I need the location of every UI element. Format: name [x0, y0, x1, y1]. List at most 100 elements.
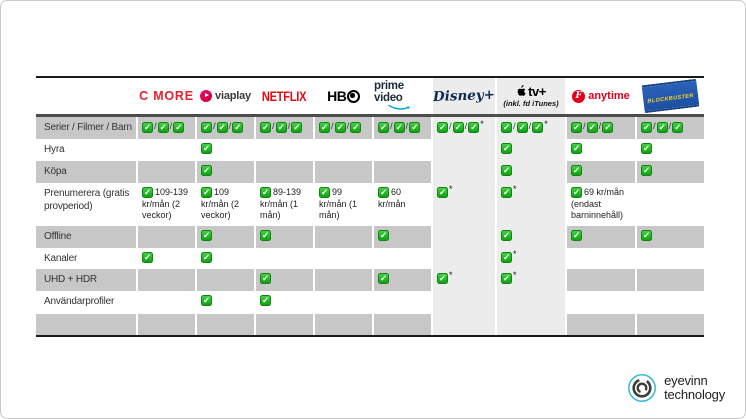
check-icon: ✓	[672, 121, 684, 133]
feature-cell: ✓ 60 kr/mån	[374, 183, 431, 226]
cell-text: 60 kr/mån	[378, 187, 406, 209]
feature-cell	[256, 314, 313, 335]
slash-separator: /	[213, 121, 216, 132]
feature-cell: ✓	[197, 226, 254, 248]
check-icon: ✓	[571, 230, 582, 242]
eyevinn-circle-icon	[628, 374, 657, 402]
check-icon: ✓	[216, 121, 228, 133]
check-icon: ✓	[409, 121, 421, 133]
hbo-logo-text: HB	[327, 88, 347, 104]
feature-cell	[315, 291, 372, 314]
feature-cell: ✓	[374, 269, 431, 291]
feature-cell: ✓	[567, 139, 635, 161]
feature-cell: ✓ / ✓ / ✓	[374, 117, 431, 139]
feature-cell: ✓	[637, 226, 704, 248]
feature-cell: ✓ *	[497, 248, 565, 269]
cell-text: 109 kr/mån (2 veckor)	[201, 187, 240, 221]
feature-cell	[374, 314, 431, 335]
check-icon: ✓	[319, 121, 330, 133]
sf-anytime-icon: F	[572, 89, 586, 103]
check-icon: ✓	[468, 121, 480, 133]
check-icon: ✓	[334, 121, 346, 133]
check-icon: ✓	[501, 230, 512, 242]
table-row: Offline ✓ ✓ ✓ ✓ ✓ ✓	[36, 226, 704, 248]
check-icon: ✓	[291, 121, 303, 133]
feature-cell	[315, 139, 372, 161]
check-icon: ✓	[201, 252, 212, 264]
feature-cell	[138, 139, 195, 161]
comparison-table: C MORE viaplay NETFLIX HB prime vid	[36, 76, 704, 337]
slash-separator: /	[449, 121, 452, 132]
feature-cell: ✓ / ✓ / ✓	[315, 117, 372, 139]
prime-video-logo-text: prime video	[374, 80, 404, 104]
table-row: Serier / Filmer / Barn ✓ / ✓ / ✓ ✓ / ✓ / ✓ ✓ / ✓ / ✓ ✓ / ✓…	[36, 117, 704, 139]
eyevinn-logo-line2: technology	[664, 387, 725, 402]
check-icon: ✓	[452, 121, 464, 133]
feature-cell: ✓	[256, 269, 313, 291]
check-icon: ✓	[641, 121, 652, 133]
feature-cell: ✓	[256, 291, 313, 314]
check-icon: ✓	[586, 121, 598, 133]
logo-netflix: NETFLIX	[256, 78, 313, 114]
feature-cell: ✓	[197, 139, 254, 161]
feature-cell: ✓ 109 kr/mån (2 veckor)	[197, 183, 254, 226]
check-icon: ✓	[437, 273, 448, 285]
prime-smile-icon	[387, 104, 410, 110]
feature-cell: ✓	[497, 226, 565, 248]
feature-label: Köpa	[36, 161, 136, 183]
feature-cell	[637, 291, 704, 314]
slash-separator: /	[513, 121, 516, 132]
logo-cmore: C MORE	[138, 78, 195, 114]
feature-label: Kanaler	[36, 248, 136, 269]
check-icon: ✓	[571, 121, 582, 133]
slash-separator: /	[528, 121, 532, 132]
logo-apple-tv-plus: tv+ (inkl. fd iTunes)	[497, 78, 565, 114]
asterisk-note: *	[480, 118, 484, 129]
slash-separator: /	[346, 121, 350, 132]
feature-cell	[637, 183, 704, 226]
logo-blockbuster: BLOCKBUSTER	[637, 78, 704, 114]
header-feature-cell	[36, 78, 136, 114]
logo-viaplay: viaplay	[197, 78, 254, 114]
cmore-logo-text: C MORE	[139, 89, 194, 103]
slash-separator: /	[331, 121, 334, 132]
feature-cell	[197, 269, 254, 291]
feature-cell	[433, 161, 495, 183]
check-icon: ✓	[142, 187, 153, 199]
table-body: Serier / Filmer / Barn ✓ / ✓ / ✓ ✓ / ✓ / ✓ ✓ / ✓ / ✓ ✓ / ✓…	[36, 117, 704, 335]
feature-cell: ✓	[197, 248, 254, 269]
check-icon: ✓	[142, 121, 153, 133]
feature-cell	[256, 139, 313, 161]
feature-cell	[433, 314, 495, 335]
check-icon: ✓	[437, 121, 448, 133]
disney-plus-logo-text: Disney+	[433, 86, 495, 106]
feature-cell: ✓ 89-139 kr/mån (1 mån)	[256, 183, 313, 226]
slash-separator: /	[390, 121, 393, 132]
feature-cell: ✓ / ✓ / ✓	[567, 117, 635, 139]
slash-separator: /	[583, 121, 586, 132]
feature-cell	[433, 248, 495, 269]
cell-text: 69 kr/mån (endast barninnehåll)	[571, 187, 625, 221]
feature-cell: ✓	[497, 139, 565, 161]
check-icon: ✓	[501, 273, 512, 285]
feature-cell	[315, 314, 372, 335]
feature-cell	[637, 248, 704, 269]
check-icon: ✓	[232, 121, 244, 133]
check-icon: ✓	[378, 187, 389, 199]
feature-cell	[315, 226, 372, 248]
slash-separator: /	[668, 121, 672, 132]
check-icon: ✓	[157, 121, 169, 133]
check-icon: ✓	[201, 143, 212, 155]
feature-cell	[497, 314, 565, 335]
feature-cell	[567, 248, 635, 269]
check-icon: ✓	[173, 121, 185, 133]
asterisk-note: *	[544, 118, 548, 129]
check-icon: ✓	[201, 230, 212, 242]
cell-text: 99 kr/mån (1 mån)	[319, 187, 358, 221]
feature-cell: ✓	[637, 161, 704, 183]
feature-cell: ✓ 99 kr/mån (1 mån)	[315, 183, 372, 226]
feature-cell	[374, 248, 431, 269]
asterisk-note: *	[513, 249, 517, 259]
check-icon: ✓	[501, 165, 512, 177]
